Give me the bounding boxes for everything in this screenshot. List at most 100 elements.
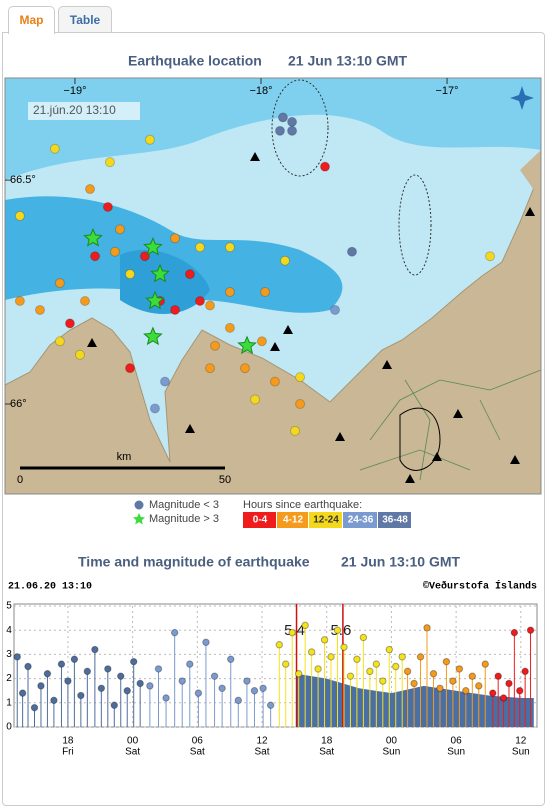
x-tick-day: Sat (190, 747, 205, 758)
quake (34, 304, 45, 315)
quake (194, 242, 205, 253)
quake-point (475, 682, 483, 690)
quake (170, 304, 181, 315)
quake (295, 398, 306, 409)
quake-point (398, 653, 406, 661)
quake-point (70, 655, 79, 663)
quake (125, 269, 136, 280)
quake (287, 116, 298, 127)
quake-point (288, 628, 296, 637)
quake-point (372, 660, 381, 668)
quake (114, 224, 125, 235)
quake (54, 336, 65, 347)
quake-point (104, 665, 112, 673)
quake-point (266, 701, 275, 709)
map-y-label: 66.5° (10, 174, 36, 186)
x-tick-day: Sat (125, 747, 140, 758)
map-time: 21 Jun 13:10 GMT (288, 53, 407, 69)
tab-table[interactable]: Table (58, 6, 112, 33)
quake (224, 287, 235, 298)
x-tick-day: Sun (512, 747, 530, 758)
quake (125, 363, 136, 374)
quake-point (110, 701, 118, 709)
quake-point (327, 653, 335, 661)
quake-point (178, 677, 186, 685)
quake-point (37, 682, 45, 690)
quake-point (210, 672, 219, 680)
chart-credit: ©Veðurstofa Íslands (423, 579, 537, 593)
quake (109, 246, 120, 257)
quake-point (392, 662, 400, 671)
quake (205, 300, 216, 311)
legend-small-marker (134, 500, 144, 510)
quake-point (129, 657, 138, 666)
x-tick-label: 12 (256, 736, 268, 747)
x-tick-label: 00 (127, 736, 139, 747)
quake-point (43, 670, 52, 678)
quake (277, 112, 288, 123)
quake-point (218, 684, 226, 692)
y-tick-label: 1 (6, 697, 12, 708)
legend-swatch (378, 512, 411, 528)
quake-point (227, 655, 235, 663)
x-tick-label: 00 (386, 736, 398, 747)
quake (80, 296, 90, 307)
quake-point (243, 677, 251, 685)
quake-point (275, 641, 283, 649)
quake-point (259, 684, 267, 692)
quake (104, 157, 115, 168)
quake-point (57, 660, 66, 668)
quake-point (510, 628, 519, 637)
quake-point (83, 667, 92, 676)
map-x-label: −18° (249, 85, 272, 97)
quake-point (154, 665, 163, 673)
quake-point (449, 677, 457, 685)
quake-point (416, 653, 425, 661)
x-tick-day: Sat (319, 747, 334, 758)
quake (149, 403, 160, 414)
quake-point (162, 694, 170, 702)
quake-point (24, 662, 32, 671)
quake (14, 296, 25, 307)
quake-point (97, 684, 106, 692)
tab-map[interactable]: Map (8, 6, 55, 34)
quake-point (301, 621, 309, 630)
quake (194, 296, 205, 307)
x-tick-label: 06 (192, 736, 204, 747)
quake-point (436, 684, 444, 692)
quake-point (234, 696, 242, 705)
quake-point (13, 653, 21, 661)
y-tick-label: 4 (6, 625, 12, 636)
quake (250, 394, 261, 405)
quake-point (359, 633, 368, 642)
legend-large-marker (133, 513, 145, 525)
quake (144, 134, 155, 145)
y-tick-label: 2 (6, 673, 12, 684)
quake-point (481, 660, 489, 668)
quake (256, 336, 267, 347)
quake-point (366, 667, 374, 676)
scale-label: 50 (219, 474, 231, 486)
legend-label: Magnitude < 3 (149, 499, 219, 511)
quake-point (202, 638, 210, 646)
map-base (5, 78, 541, 494)
y-tick-label: 5 (6, 601, 12, 612)
quake-point (50, 696, 58, 705)
quake (330, 304, 341, 315)
large-quake (83, 228, 103, 247)
map-title: Earthquake location (128, 53, 262, 69)
legend-title: Hours since earthquake: (243, 499, 362, 511)
quake-point (410, 679, 418, 688)
quake (64, 318, 75, 329)
count-area (296, 673, 534, 727)
quake-point (526, 626, 535, 634)
legend-hours: 0-4 (253, 515, 268, 526)
quake-point (423, 624, 431, 632)
quake-point (307, 648, 316, 656)
quake-point (77, 691, 85, 700)
quake (54, 278, 65, 289)
legend-hours: 12-24 (313, 515, 339, 526)
x-tick-day: Sat (255, 747, 270, 758)
quake (49, 143, 60, 154)
quake-point (494, 672, 502, 680)
